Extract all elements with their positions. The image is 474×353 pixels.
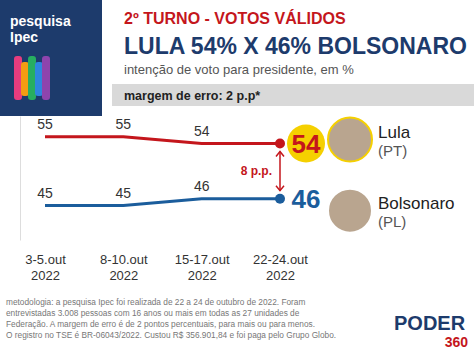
- logo-part: [42, 56, 50, 100]
- brand: pesquisaIpec: [10, 13, 71, 45]
- end-point: [275, 139, 285, 149]
- data-label-end: 46: [292, 184, 321, 214]
- source-line: metodologia: a pesquisa Ipec foi realiza…: [6, 297, 305, 307]
- x-tick: 8-10.out2022: [100, 252, 148, 283]
- legend-party: (PL): [378, 213, 406, 230]
- end-point: [275, 194, 285, 204]
- note-box: [112, 84, 474, 106]
- x-tick-label: 3-5.out2022: [25, 252, 66, 283]
- chart: pesquisaIpec 2º TURNO - VOTOS VÁLIDOS LULA…: [0, 0, 474, 353]
- logo-part: [28, 56, 36, 100]
- brand-logo: [14, 56, 50, 100]
- plot-area: [45, 137, 285, 206]
- x-axis: 3-5.out2022 8-10.out2022 15-17.out2022 22-2…: [25, 252, 308, 283]
- data-label-end: 54: [292, 129, 321, 159]
- data-label: 45: [116, 185, 132, 201]
- y-axis-line: [20, 117, 21, 241]
- arrow-head: [276, 186, 284, 191]
- gap-arrow: [276, 152, 284, 191]
- publisher: PODER: [394, 312, 466, 334]
- y-axis: [20, 117, 21, 241]
- value-badge: [287, 125, 325, 163]
- source-line: entrevistadas 3.008 pessoas com 16 anos …: [6, 308, 300, 318]
- legend-name: Bolsonaro: [378, 194, 455, 213]
- logo-part: [21, 62, 29, 96]
- arrow-head: [276, 152, 284, 157]
- subtitle: intenção de voto para presidente, em %: [124, 62, 354, 77]
- data-label: 54: [194, 123, 210, 139]
- logo-part: [14, 56, 22, 100]
- publisher: 360: [445, 334, 469, 350]
- logo-part: [35, 62, 43, 96]
- x-tick: 3-5.out2022: [25, 252, 66, 283]
- x-tick: 15-17.out2022: [175, 252, 230, 283]
- annotation: 8 p.p.: [241, 164, 272, 178]
- x-tick-label: 15-17.out2022: [175, 252, 230, 283]
- portrait: [328, 118, 372, 162]
- data-labels: 55 55 54 54 45 45 46 46: [37, 116, 325, 214]
- arrow-line: [279, 152, 281, 191]
- data-label: 45: [37, 185, 53, 201]
- source-line: Federação. A margem de erro é de 2 ponto…: [6, 319, 315, 329]
- x-tick-label: 8-10.out2022: [100, 252, 148, 283]
- series-line: [45, 199, 280, 206]
- kicker: 2º TURNO - VOTOS VÁLIDOS: [124, 9, 346, 27]
- title: LULA 54% X 46% BOLSONARO: [124, 33, 467, 59]
- data-label: 55: [37, 116, 53, 132]
- data-label: 55: [116, 116, 132, 132]
- data-label: 46: [194, 178, 210, 194]
- x-tick: 22-24.out2022: [253, 252, 308, 283]
- legend-party: (PT): [378, 142, 407, 159]
- legend-name: Lula: [378, 123, 411, 142]
- note: margem de erro: 2 p.p*: [124, 89, 260, 103]
- x-tick-label: 22-24.out2022: [253, 252, 308, 283]
- brand-box: [0, 0, 102, 116]
- portrait: [328, 189, 372, 233]
- source-line: O registro no TSE é BR-06043/2022. Custo…: [6, 330, 336, 340]
- series-line: [45, 137, 280, 144]
